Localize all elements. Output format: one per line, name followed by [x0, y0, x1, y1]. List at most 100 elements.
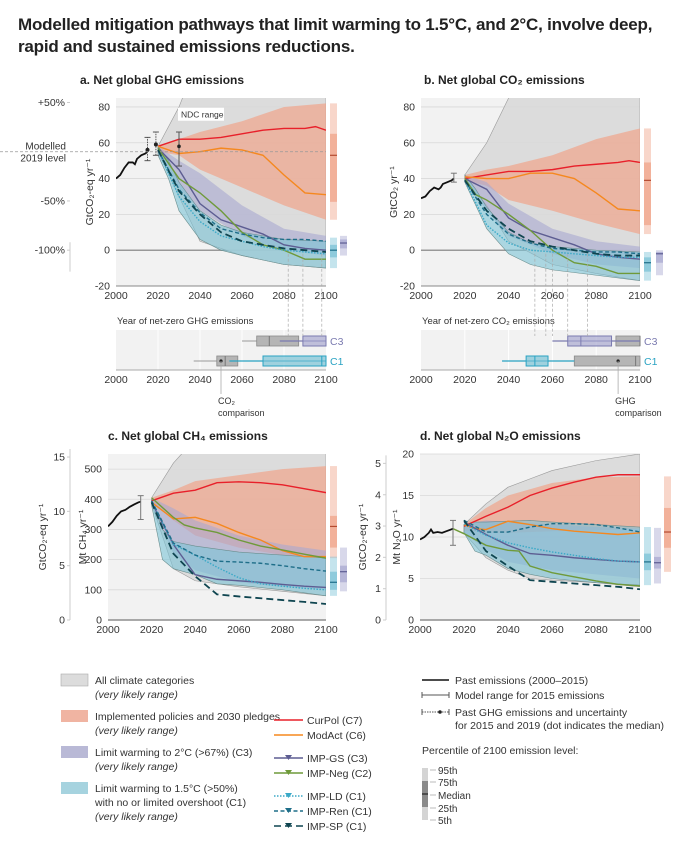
band-c1	[151, 499, 326, 597]
series-line-curpol	[463, 474, 640, 527]
panel-b: b. Net global CO₂ emissions-200204060802…	[388, 73, 663, 418]
legend-line-label: IMP-Ren (C1)	[307, 806, 372, 818]
plot-area	[421, 98, 640, 281]
series-line-imp_neg	[157, 147, 326, 260]
legend-line-label: IMP-SP (C1)	[307, 821, 366, 833]
x-tick-label: 2000	[96, 624, 120, 636]
series-line-imp_sp	[464, 179, 640, 257]
legend-swatch-policies	[61, 710, 88, 722]
ndc-range-label: NDC range	[181, 110, 224, 120]
y-tick-label: 20	[403, 209, 415, 221]
series-line-imp_ld	[464, 180, 640, 259]
y-tick-label: 5	[408, 573, 414, 585]
series-line-imp_gs	[463, 521, 640, 563]
past-emissions-line	[420, 527, 454, 541]
x-tick-label: 2000	[409, 290, 433, 302]
reference-label: 2019 level	[20, 154, 66, 165]
panel-a: a. Net global GHG emissions-200204060802…	[0, 73, 347, 418]
y-tick-label: 20	[402, 449, 414, 461]
series-line-imp_gs	[150, 501, 326, 589]
y-tick-label: 20	[98, 209, 110, 221]
y-tick-label: 40	[98, 173, 110, 185]
y-axis-label: GtCO₂ yr⁻¹	[388, 166, 400, 218]
panel-title: c. Net global CH₄ emissions	[108, 429, 268, 443]
series-line-imp_ren	[157, 149, 326, 242]
legend-band-sublabel: (very likely range)	[95, 725, 178, 737]
x-tick-label: 2040	[497, 290, 521, 302]
y-tick-label: 60	[403, 137, 415, 149]
series-line-imp_ren	[150, 500, 326, 572]
percentile-bar-inner-c3	[340, 239, 347, 249]
x-tick-label: 2080	[585, 290, 609, 302]
percentile-bar-inner-c1	[330, 244, 337, 258]
percentile-title: Percentile of 2100 emission level:	[422, 745, 578, 757]
series-line-imp_sp	[150, 501, 326, 605]
y-axis-label: Mt N₂O yr⁻¹	[391, 509, 403, 565]
netzero-x-tick-label: 2080	[585, 374, 609, 386]
series-line-curpol	[157, 125, 326, 148]
netzero-row-label: C1	[330, 356, 344, 368]
percentile-label: 75th	[438, 778, 457, 789]
plot-area	[420, 454, 640, 591]
y-tick-label: 40	[403, 173, 415, 185]
percentile-label: 95th	[438, 766, 457, 777]
secondary-tick-label: -100%	[35, 245, 65, 257]
series-line-imp_gs	[157, 147, 326, 251]
netzero-box-c3	[567, 335, 613, 347]
x-tick-label: 2100	[314, 624, 338, 636]
panel-title: d. Net global N₂O emissions	[420, 429, 581, 443]
netzero-x-tick-label: 2040	[188, 374, 212, 386]
y-tick-label: 0	[104, 245, 110, 257]
legend-swatch-c3	[61, 746, 88, 758]
series-line-imp_ld	[150, 500, 326, 591]
x-tick-label: 2100	[628, 290, 652, 302]
comparison-box	[573, 355, 641, 367]
secondary-tick-label: 3	[375, 521, 381, 533]
series-line-imp_sp	[157, 149, 326, 253]
percentile-bar-inner-policies	[664, 507, 671, 548]
comparison-label: CO₂	[218, 396, 236, 406]
percentile-bar-outer-policies	[330, 466, 337, 559]
x-tick-label: 2020	[140, 624, 164, 636]
panel-c: c. Net global CH₄ emissions0100200300400…	[37, 429, 347, 636]
secondary-axis-label: GtCO₂-eq yr⁻¹	[37, 503, 49, 570]
legend: All climate categories (very likely range…	[60, 673, 664, 833]
series-line-curpol	[464, 159, 640, 180]
legend-uncertainty-label: for 2015 and 2019 (dot indicates the med…	[455, 720, 664, 732]
percentile-label: 25th	[438, 804, 457, 815]
ndc-median	[177, 144, 181, 149]
legend-line-label: ModAct (C6)	[307, 730, 366, 742]
y-tick-label: -20	[95, 281, 110, 293]
netzero-row-label: C3	[330, 336, 344, 348]
secondary-axis-label: GtCO₂-eq yr⁻¹	[357, 503, 369, 570]
netzero-title: Year of net-zero GHG emissions	[117, 316, 254, 327]
x-tick-label: 2080	[271, 624, 295, 636]
series-line-imp_neg	[464, 178, 640, 275]
secondary-tick-label: 5	[59, 560, 65, 572]
series-line-imp_neg	[151, 497, 326, 559]
secondary-tick-label: 15	[53, 452, 65, 464]
band-c1	[463, 520, 640, 586]
y-tick-label: 0	[408, 615, 414, 627]
past-uncertainty-median	[153, 142, 158, 147]
x-tick-label: 2060	[230, 290, 254, 302]
series-line-imp_sp	[463, 519, 640, 591]
netzero-x-tick-label: 2080	[272, 374, 296, 386]
secondary-tick-label: 0	[375, 615, 381, 627]
x-tick-label: 2100	[628, 624, 652, 636]
y-tick-label: 500	[84, 464, 102, 476]
x-tick-label: 2020	[453, 290, 477, 302]
secondary-tick-label: 1	[375, 583, 381, 595]
percentile-bar-inner-c3	[656, 251, 663, 263]
percentile-bar-inner-policies	[330, 515, 337, 548]
band-policies	[464, 476, 640, 533]
y-tick-label: 0	[96, 615, 102, 627]
legend-band-label: Implemented policies and 2030 pledges	[95, 711, 280, 723]
series-line-modact	[157, 145, 326, 196]
legend-marker-triangle-icon	[285, 808, 292, 813]
plot-area	[108, 454, 326, 605]
x-tick-label: 2020	[452, 624, 476, 636]
secondary-tick-label: -50%	[40, 195, 65, 207]
x-tick-label: 2100	[314, 290, 338, 302]
